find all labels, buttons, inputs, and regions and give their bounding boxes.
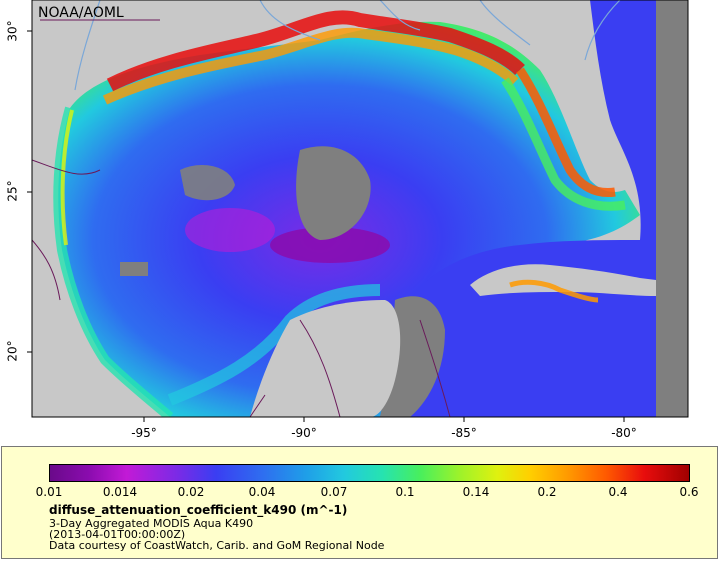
x-tick-label: -85°: [451, 426, 477, 440]
colorbar-tick-label: 0.01: [35, 485, 63, 499]
low-attenuation-region-west: [185, 208, 275, 252]
colorbar-tick-label: 0.07: [320, 485, 348, 499]
campeche-bank-band: [167, 284, 381, 406]
colorbar-tick-label: 0.1: [395, 485, 415, 499]
cuba-shelf: [509, 279, 599, 303]
map-frame: [31, 0, 689, 418]
y-axis-ticks: [27, 30, 32, 353]
colorbar-tick-label: 0.6: [679, 485, 699, 499]
dataset-description: 3-Day Aggregated MODIS Aqua K490: [49, 517, 254, 530]
nodata-strip-east: [656, 0, 688, 417]
colorbar-tick-label: 0.14: [462, 485, 490, 499]
colorbar-tick-label: 0.4: [608, 485, 628, 499]
colorbar-tick-label: 0.2: [537, 485, 557, 499]
cuba-island: [470, 264, 656, 296]
x-tick-label: -90°: [291, 426, 317, 440]
x-axis-ticks: [143, 417, 625, 422]
data-credit: Data courtesy of CoastWatch, Carib. and …: [49, 539, 385, 552]
x-tick-label: -95°: [131, 426, 157, 440]
y-tick-label: 25°: [5, 180, 20, 202]
colorbar-tick-label: 0.04: [248, 485, 276, 499]
northern-coast-band-orange: [102, 27, 519, 105]
border-lines: [32, 19, 451, 417]
variable-name: diffuse_attenuation_coefficient_k490 (m^…: [49, 503, 348, 517]
atlantic-water: [590, 0, 656, 240]
florida-coast-band: [516, 67, 616, 198]
nodata-patch-central: [296, 146, 371, 240]
low-attenuation-region: [270, 227, 390, 263]
colorbar-tick-label: 0.014: [102, 485, 138, 499]
florida-coast-band-green: [501, 77, 626, 211]
legend-panel: 0.01 0.014 0.02 0.04 0.07 0.1 0.14 0.2 0…: [1, 446, 718, 559]
y-tick-label: 30°: [5, 20, 20, 42]
agency-watermark: NOAA/AOML: [38, 5, 124, 21]
nodata-patch-sw: [120, 262, 148, 276]
yucatan-peninsula: [250, 300, 401, 417]
river-lines: [74, 0, 621, 91]
x-tick-label: -80°: [611, 426, 637, 440]
northern-coast-band: [106, 10, 525, 92]
colorbar-tick-label: 0.02: [177, 485, 205, 499]
y-tick-label: 20°: [5, 340, 20, 362]
colorbar: [49, 464, 690, 482]
west-coast-band: [53, 106, 174, 417]
west-coast-band-yellow: [60, 109, 74, 246]
dataset-timestamp: (2013-04-01T00:00:00Z): [49, 528, 186, 541]
nodata-patch-left: [180, 165, 235, 201]
